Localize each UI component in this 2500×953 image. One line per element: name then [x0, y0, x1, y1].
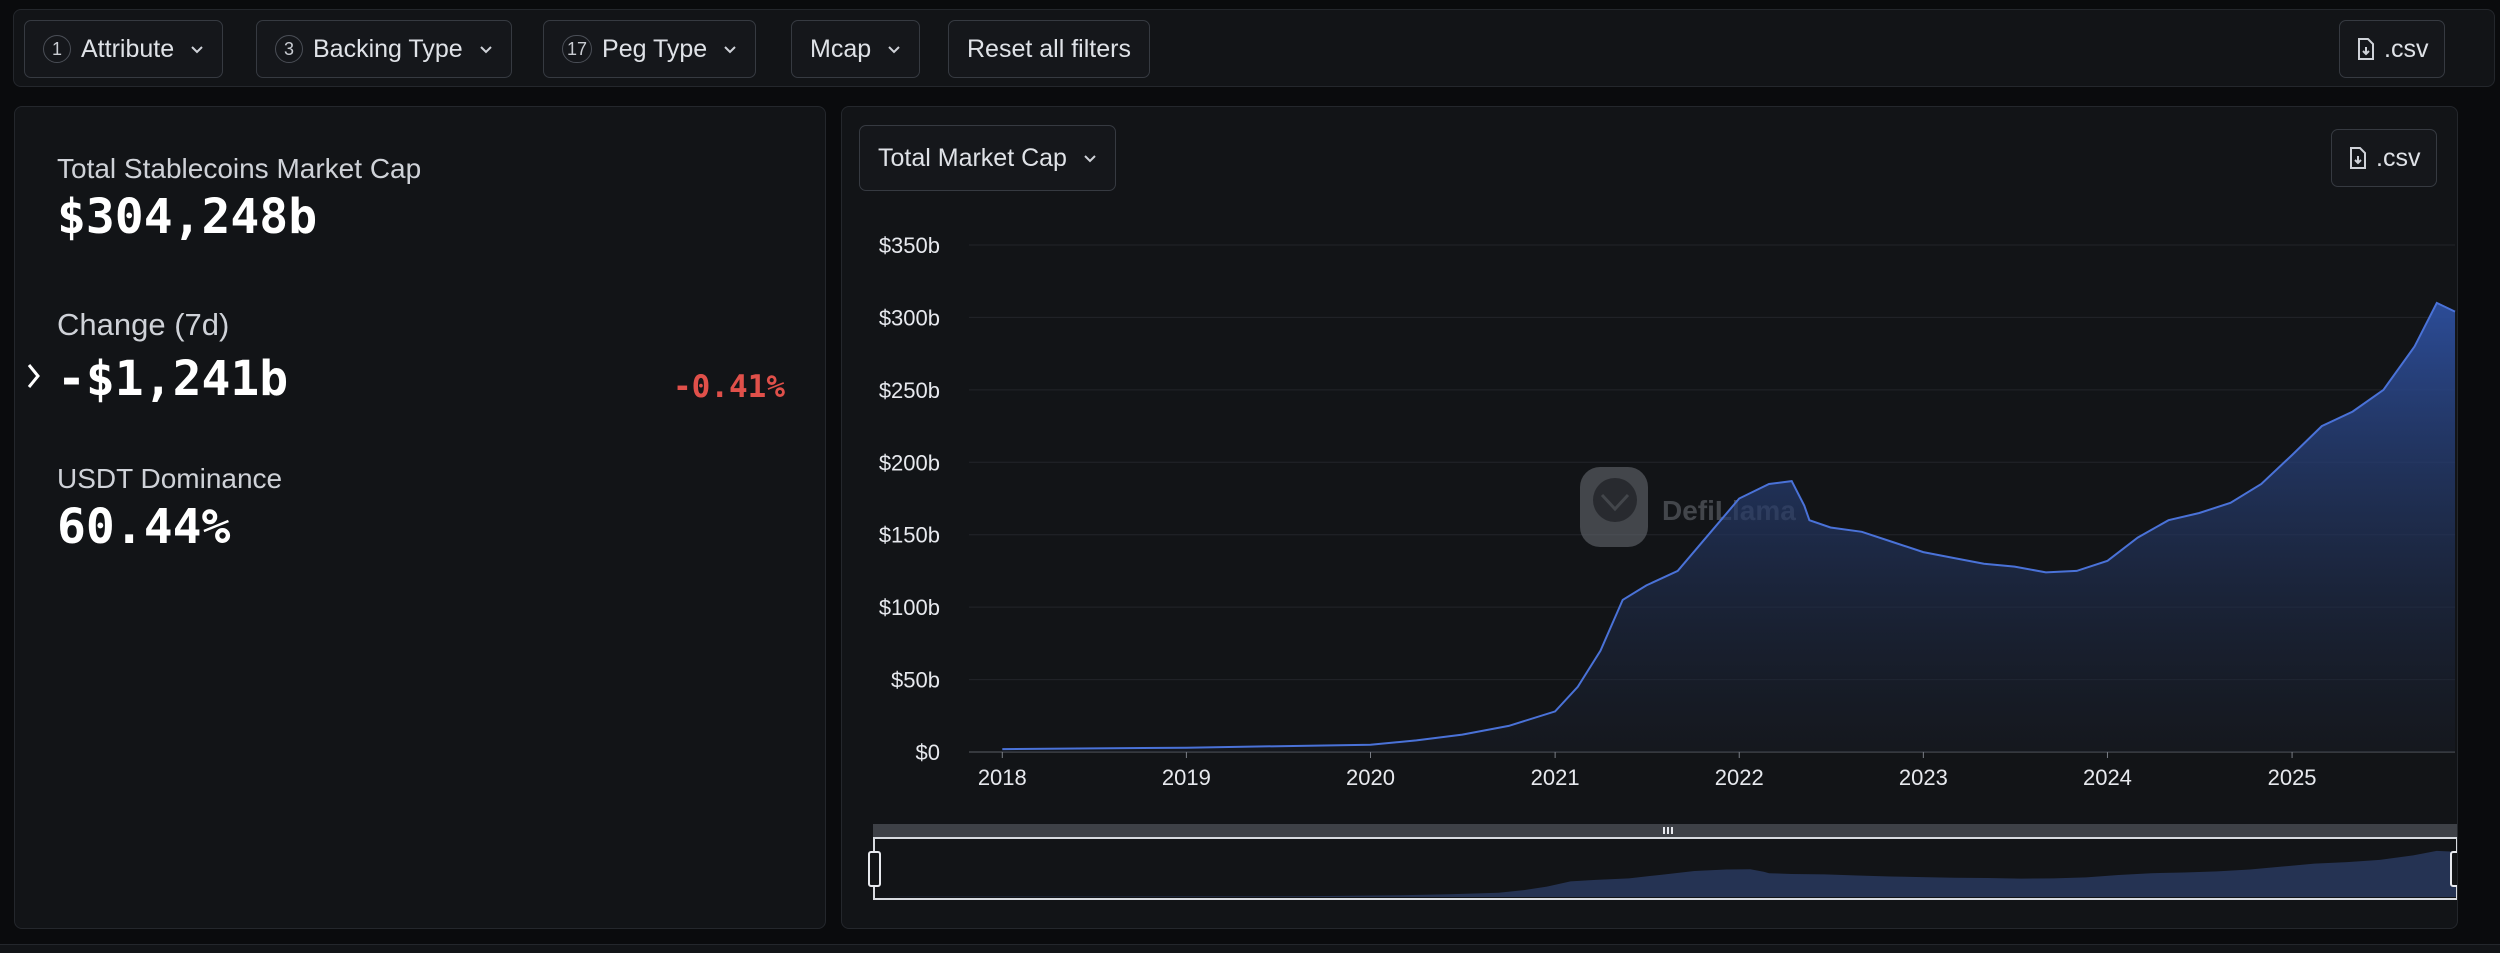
range-grip-icon[interactable] — [1663, 827, 1673, 834]
metric-select-label: Total Market Cap — [878, 143, 1067, 172]
range-handle-left[interactable] — [868, 851, 881, 887]
chevron-down-icon — [1084, 155, 1096, 163]
peg-type-filter-button[interactable]: 17 Peg Type — [543, 20, 757, 78]
x-tick-label: 2024 — [2083, 765, 2132, 790]
mcap-filter-label: Mcap — [810, 34, 872, 63]
y-tick-label: $150b — [879, 523, 940, 548]
x-tick-label: 2022 — [1715, 765, 1764, 790]
reset-filters-label: Reset all filters — [967, 34, 1131, 63]
expand-chevron-icon[interactable] — [25, 361, 43, 391]
attribute-filter-label: Attribute — [81, 34, 175, 63]
chevron-down-icon — [888, 46, 900, 54]
y-tick-label: $50b — [891, 668, 940, 693]
backing-type-filter-count: 3 — [275, 35, 303, 63]
metric-select[interactable]: Total Market Cap — [859, 125, 1116, 191]
y-tick-label: $200b — [879, 450, 940, 475]
stats-panel: Total Stablecoins Market Cap $304,248b C… — [14, 106, 826, 929]
attribute-filter-count: 1 — [43, 35, 71, 63]
axes: $0 $50b $100b $150b $200b $250b $300b $350b 2018… — [879, 233, 2317, 790]
chart-panel: DefiLlama $0 $50b $100b $150b $200b $250b $300… — [841, 106, 2458, 929]
change-7d-percent: -0.41% — [673, 369, 785, 405]
change-7d-value: -$1,241b — [57, 351, 289, 407]
x-tick-label: 2023 — [1899, 765, 1948, 790]
chart-csv-download-label: .csv — [2376, 143, 2421, 172]
y-tick-label: $300b — [879, 305, 940, 330]
reset-filters-button[interactable]: Reset all filters — [948, 20, 1150, 78]
usdt-dominance-value: 60.44% — [57, 499, 231, 555]
file-download-icon — [2358, 38, 2374, 60]
x-tick-label: 2020 — [1346, 765, 1395, 790]
chevron-down-icon — [191, 46, 203, 54]
y-tick-label: $0 — [916, 740, 940, 765]
x-tick-label: 2025 — [2268, 765, 2317, 790]
total-market-cap-value: $304,248b — [57, 189, 318, 245]
next-section-edge — [0, 944, 2500, 953]
y-tick-label: $250b — [879, 378, 940, 403]
peg-type-filter-label: Peg Type — [602, 34, 708, 63]
chart-csv-download-button[interactable]: .csv — [2331, 129, 2438, 187]
file-download-icon — [2350, 147, 2366, 169]
peg-type-filter-count: 17 — [562, 35, 593, 63]
y-tick-label: $100b — [879, 595, 940, 620]
change-7d-label: Change (7d) — [57, 307, 230, 342]
range-handle-right[interactable] — [2450, 851, 2457, 887]
x-tick-label: 2019 — [1162, 765, 1211, 790]
csv-download-button[interactable]: .csv — [2339, 20, 2446, 78]
chevron-down-icon — [479, 46, 492, 54]
x-tick-label: 2018 — [978, 765, 1027, 790]
range-slider[interactable] — [868, 824, 2457, 900]
usdt-dominance-label: USDT Dominance — [57, 463, 283, 494]
total-market-cap-label: Total Stablecoins Market Cap — [57, 153, 422, 184]
backing-type-filter-label: Backing Type — [313, 34, 463, 63]
x-tick-label: 2021 — [1531, 765, 1580, 790]
backing-type-filter-button[interactable]: 3 Backing Type — [256, 20, 512, 78]
market-cap-area — [1002, 302, 2455, 752]
csv-download-label: .csv — [2384, 34, 2429, 63]
market-cap-chart: DefiLlama $0$50b$100b$150b$200b$250b$300… — [868, 233, 2457, 900]
attribute-filter-button[interactable]: 1 Attribute — [24, 20, 224, 78]
y-tick-label: $350b — [879, 233, 940, 258]
mcap-filter-button[interactable]: Mcap — [791, 20, 921, 78]
chevron-down-icon — [724, 46, 736, 54]
market-cap-line — [1002, 301, 2456, 751]
range-slider-preview — [875, 850, 2456, 897]
filter-bar: 1 Attribute 3 Backing Type 17 Peg Type M… — [13, 9, 2495, 87]
